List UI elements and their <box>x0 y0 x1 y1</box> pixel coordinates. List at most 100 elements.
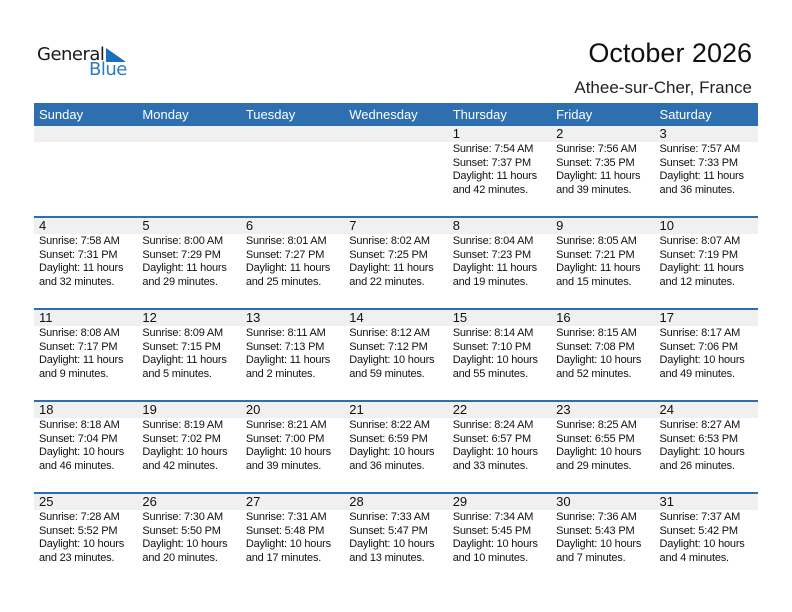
day-cell: Sunrise: 8:11 AM Sunset: 7:13 PM Daylight:… <box>241 326 344 381</box>
minutes-text: and 36 minutes. <box>349 459 425 472</box>
day-number: 28 <box>349 494 364 509</box>
day-number: 15 <box>452 310 468 325</box>
weekday-thursday: Thursday <box>452 107 507 122</box>
minutes-text: and 17 minutes. <box>245 551 322 564</box>
minutes-text: and 13 minutes. <box>349 551 425 564</box>
minutes-text: and 55 minutes. <box>452 367 528 380</box>
day-number: 21 <box>349 402 364 417</box>
day-number: 1 <box>452 126 460 141</box>
sunset-text: Sunset: 7:06 PM <box>659 340 739 353</box>
daylight-text: Daylight: 10 hours <box>39 538 125 550</box>
day-number: 4 <box>39 218 47 233</box>
day-number: 16 <box>556 310 571 325</box>
sunset-text: Sunset: 5:42 PM <box>659 524 739 537</box>
minutes-text: and 42 minutes. <box>452 183 528 196</box>
day-cell <box>344 142 447 197</box>
sunrise-text: Sunrise: 8:07 AM <box>659 235 741 247</box>
sunrise-text: Sunrise: 7:34 AM <box>452 511 534 523</box>
day-number: 18 <box>39 402 54 417</box>
day-cell: Sunrise: 7:37 AM Sunset: 5:42 PM Daylight:… <box>655 510 758 565</box>
daylight-text: Daylight: 11 hours <box>245 354 331 366</box>
sunset-text: Sunset: 7:15 PM <box>142 340 221 353</box>
calendar-weeks: 1 2 3 Sunrise: 7:54 AM Sunset: 7:37 PM Daylig… <box>34 126 758 584</box>
day-cell: Sunrise: 8:12 AM Sunset: 7:12 PM Daylight:… <box>344 326 447 381</box>
sunrise-text: Sunrise: 8:18 AM <box>39 419 120 431</box>
day-cell: Sunrise: 8:08 AM Sunset: 7:17 PM Daylight:… <box>34 326 137 381</box>
day-cell: Sunrise: 8:18 AM Sunset: 7:04 PM Daylight:… <box>34 418 137 473</box>
daylight-text: Daylight: 10 hours <box>452 446 538 458</box>
day-cell <box>241 142 344 197</box>
minutes-text: and 49 minutes. <box>659 367 735 380</box>
day-number: 14 <box>349 310 364 325</box>
day-cell: Sunrise: 7:58 AM Sunset: 7:31 PM Daylight:… <box>34 234 137 289</box>
weekday-header: Sunday Monday Tuesday Wednesday Thursday Frid… <box>34 103 758 126</box>
day-number-row: 4 5 6 7 8 9 10 <box>34 218 758 234</box>
day-number: 27 <box>245 494 261 509</box>
sunrise-text: Sunrise: 7:30 AM <box>142 511 223 523</box>
daylight-text: Daylight: 10 hours <box>556 538 642 550</box>
weekday-friday: Friday <box>556 107 593 122</box>
minutes-text: and 29 minutes. <box>142 275 218 288</box>
sunrise-text: Sunrise: 8:22 AM <box>349 419 430 431</box>
day-cell: Sunrise: 7:57 AM Sunset: 7:33 PM Daylight:… <box>655 142 758 197</box>
day-number: 3 <box>659 126 667 141</box>
daylight-text: Daylight: 11 hours <box>452 262 537 274</box>
sunrise-text: Sunrise: 8:12 AM <box>349 327 430 339</box>
sunrise-text: Sunrise: 8:04 AM <box>452 235 534 247</box>
day-number: 9 <box>556 218 564 233</box>
sunrise-text: Sunrise: 7:57 AM <box>659 143 741 155</box>
sunrise-text: Sunrise: 7:37 AM <box>659 511 741 523</box>
day-cell: Sunrise: 7:33 AM Sunset: 5:47 PM Daylight:… <box>344 510 447 565</box>
day-cell: Sunrise: 7:54 AM Sunset: 7:37 PM Daylight:… <box>448 142 551 197</box>
day-number-row: 11 12 13 14 15 16 17 <box>34 310 758 326</box>
daylight-text: Daylight: 10 hours <box>659 354 745 366</box>
daylight-text: Daylight: 11 hours <box>349 262 434 274</box>
day-cell: Sunrise: 7:36 AM Sunset: 5:43 PM Daylight:… <box>551 510 654 565</box>
sunrise-text: Sunrise: 7:28 AM <box>39 511 120 523</box>
location: Athee-sur-Cher, France <box>574 78 752 97</box>
day-number: 2 <box>556 126 564 141</box>
day-cell: Sunrise: 8:27 AM Sunset: 6:53 PM Daylight:… <box>655 418 758 473</box>
minutes-text: and 10 minutes. <box>452 551 528 564</box>
day-number: 26 <box>142 494 157 509</box>
day-cell: Sunrise: 8:02 AM Sunset: 7:25 PM Daylight:… <box>344 234 447 289</box>
sunset-text: Sunset: 7:12 PM <box>349 340 428 353</box>
daylight-text: Daylight: 10 hours <box>349 446 435 458</box>
sunset-text: Sunset: 7:25 PM <box>349 248 428 261</box>
weekday-monday: Monday <box>142 107 189 122</box>
sunset-text: Sunset: 6:55 PM <box>556 432 635 445</box>
calendar: Sunday Monday Tuesday Wednesday Thursday Frid… <box>34 103 758 584</box>
daylight-text: Daylight: 11 hours <box>659 170 744 182</box>
day-number: 29 <box>452 494 468 509</box>
sunset-text: Sunset: 7:33 PM <box>659 156 739 169</box>
minutes-text: and 7 minutes. <box>556 551 626 564</box>
minutes-text: and 22 minutes. <box>349 275 425 288</box>
weekday-saturday: Saturday <box>659 107 712 122</box>
daylight-text: Daylight: 11 hours <box>556 170 641 182</box>
sunset-text: Sunset: 5:45 PM <box>452 524 532 537</box>
sunrise-text: Sunrise: 8:27 AM <box>659 419 741 431</box>
daylight-text: Daylight: 10 hours <box>142 446 228 458</box>
sunrise-text: Sunrise: 7:58 AM <box>39 235 120 247</box>
daylight-text: Daylight: 10 hours <box>452 354 538 366</box>
minutes-text: and 23 minutes. <box>39 551 115 564</box>
daylight-text: Daylight: 11 hours <box>39 262 124 274</box>
day-info-row: Sunrise: 7:54 AM Sunset: 7:37 PM Daylight:… <box>34 142 758 197</box>
day-number: 8 <box>452 218 460 233</box>
daylight-text: Daylight: 10 hours <box>556 354 642 366</box>
day-number: 6 <box>245 218 254 233</box>
day-cell: Sunrise: 8:15 AM Sunset: 7:08 PM Daylight:… <box>551 326 654 381</box>
logo: General Blue <box>37 44 132 80</box>
minutes-text: and 42 minutes. <box>142 459 218 472</box>
day-cell: Sunrise: 8:09 AM Sunset: 7:15 PM Daylight:… <box>137 326 240 381</box>
day-cell: Sunrise: 7:34 AM Sunset: 5:45 PM Daylight:… <box>448 510 551 565</box>
sunset-text: Sunset: 7:27 PM <box>245 248 325 261</box>
page-title: October 2026 <box>588 38 752 68</box>
sunset-text: Sunset: 7:00 PM <box>245 432 325 445</box>
day-cell: Sunrise: 8:04 AM Sunset: 7:23 PM Daylight:… <box>448 234 551 289</box>
day-number: 12 <box>142 310 157 325</box>
day-number <box>241 126 344 142</box>
minutes-text: and 39 minutes. <box>556 183 632 196</box>
day-cell: Sunrise: 7:30 AM Sunset: 5:50 PM Daylight:… <box>137 510 240 565</box>
sunrise-text: Sunrise: 7:33 AM <box>349 511 430 523</box>
